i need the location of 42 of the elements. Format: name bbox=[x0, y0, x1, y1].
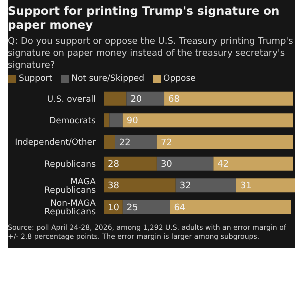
y-tick-label: Republicans bbox=[44, 160, 97, 170]
data-label: 32 bbox=[180, 182, 192, 192]
bar bbox=[104, 178, 176, 193]
chart-title: Support for printing Trump's signature on paper money bbox=[8, 4, 281, 32]
data-label: 42 bbox=[218, 160, 230, 170]
bar bbox=[104, 92, 127, 106]
data-label: 38 bbox=[108, 182, 120, 192]
data-label: 20 bbox=[130, 95, 142, 106]
legend-label: Oppose bbox=[162, 74, 196, 84]
y-tick-label: U.S. overall bbox=[47, 94, 96, 105]
bar bbox=[104, 114, 110, 128]
bar bbox=[214, 156, 294, 171]
data-label: 30 bbox=[160, 160, 173, 170]
y-tick-label: MAGA Republicans bbox=[44, 177, 97, 196]
bar bbox=[170, 200, 292, 214]
y-tick-label: Non-MAGA Republicans bbox=[44, 198, 97, 218]
data-label: 22 bbox=[119, 138, 131, 148]
data-label: 10 bbox=[108, 203, 120, 214]
bar bbox=[115, 135, 157, 150]
data-label: 31 bbox=[240, 182, 252, 192]
data-label: 25 bbox=[126, 203, 138, 214]
bar bbox=[104, 156, 157, 171]
bar bbox=[126, 92, 165, 106]
data-label: 28 bbox=[108, 160, 120, 170]
bar bbox=[122, 200, 170, 214]
data-label: 68 bbox=[168, 95, 180, 106]
bar bbox=[104, 135, 116, 150]
y-tick-label: Democrats bbox=[50, 116, 97, 127]
bar bbox=[156, 135, 294, 150]
bar bbox=[236, 178, 295, 193]
legend-label: Support bbox=[18, 74, 53, 84]
y-tick-label: Independent/Other bbox=[15, 138, 97, 148]
data-label: 64 bbox=[174, 203, 186, 214]
chart-subtitle: Q: Do you support or oppose the U.S. Treasury printing Trump's signature on paper money instead of the treasury secretary's signature? bbox=[8, 36, 294, 72]
legend-label: Not sure/Skipped bbox=[70, 74, 145, 84]
bar bbox=[110, 114, 123, 128]
bar bbox=[156, 156, 214, 171]
bar bbox=[164, 92, 294, 106]
data-label: 72 bbox=[160, 138, 172, 148]
data-label: 90 bbox=[126, 116, 139, 127]
bar bbox=[176, 178, 236, 193]
bar bbox=[122, 114, 294, 128]
